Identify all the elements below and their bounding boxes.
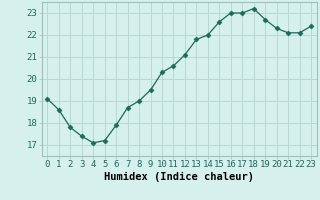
X-axis label: Humidex (Indice chaleur): Humidex (Indice chaleur) [104,172,254,182]
